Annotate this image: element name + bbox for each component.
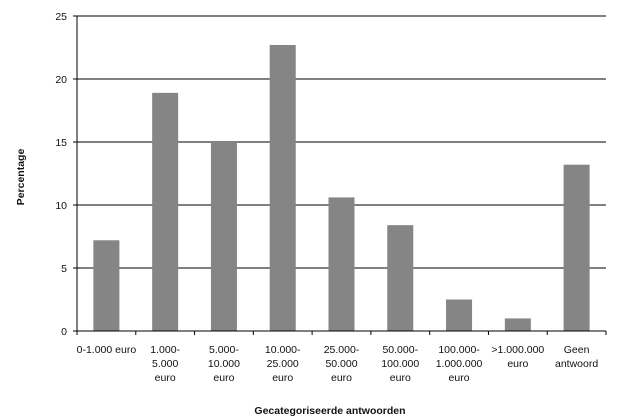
x-category-label: 10.000- xyxy=(265,344,301,356)
bar xyxy=(210,142,237,331)
y-tick-labels: 0 5 10 15 20 25 xyxy=(55,11,67,338)
bar xyxy=(328,197,355,331)
y-tick-label: 5 xyxy=(61,263,67,275)
y-tick-label: 0 xyxy=(61,326,67,338)
bar xyxy=(387,225,414,331)
x-category-label: antwoord xyxy=(555,358,598,370)
x-category-label: euro xyxy=(507,358,528,370)
axes xyxy=(73,15,607,335)
x-category-label: 100.000 xyxy=(381,358,419,370)
x-category-label: 10.000 xyxy=(208,358,240,370)
x-category-label: 5.000- xyxy=(209,344,239,356)
x-category-label: Geen xyxy=(564,344,590,356)
bar xyxy=(563,164,590,331)
x-category-label: 50.000 xyxy=(325,358,357,370)
bar xyxy=(93,240,120,331)
y-axis-title: Percentage xyxy=(15,149,27,206)
x-category-label: 25.000 xyxy=(267,358,299,370)
x-category-label: >1.000.000 xyxy=(491,344,544,356)
x-category-label: 50.000- xyxy=(382,344,418,356)
bar xyxy=(269,44,296,331)
x-category-labels: 0-1.000 euro 1.000- 5.000 euro 5.000- 10.000 e… xyxy=(77,344,599,384)
x-category-label: euro xyxy=(331,372,352,384)
x-axis-title: Gecategoriseerde antwoorden xyxy=(254,405,405,417)
bar xyxy=(152,92,179,331)
y-tick-label: 25 xyxy=(55,11,67,23)
x-category-label: 5.000 xyxy=(152,358,178,370)
x-category-label: 1.000.000 xyxy=(436,358,483,370)
y-tick-label: 10 xyxy=(55,200,67,212)
x-category-label: 0-1.000 euro xyxy=(77,344,137,356)
bar xyxy=(504,318,531,331)
y-tick-label: 20 xyxy=(55,74,67,86)
x-category-label: euro xyxy=(213,372,234,384)
x-category-label: 100.000- xyxy=(438,344,480,356)
x-category-label: 1.000- xyxy=(150,344,180,356)
bar xyxy=(446,299,473,331)
x-category-label: euro xyxy=(272,372,293,384)
y-tick-label: 15 xyxy=(55,137,67,149)
bars xyxy=(93,44,590,331)
x-category-label: 25.000- xyxy=(324,344,360,356)
x-category-label: euro xyxy=(390,372,411,384)
x-category-label: euro xyxy=(449,372,470,384)
x-category-label: euro xyxy=(155,372,176,384)
